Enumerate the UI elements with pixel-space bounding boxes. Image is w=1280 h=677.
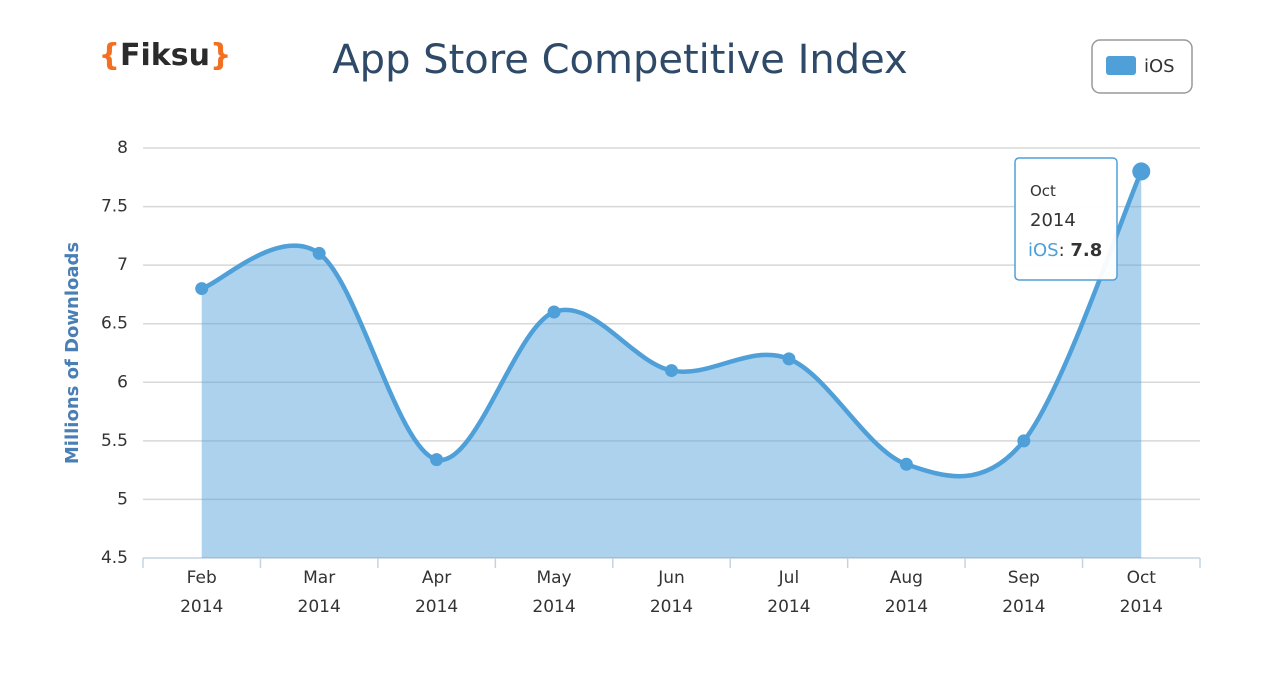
x-tick-label: Jul 2014: [767, 568, 810, 617]
x-tick-label: Aug 2014: [885, 568, 928, 617]
y-tick-label: 6.5: [101, 314, 128, 334]
point[interactable]: [665, 364, 678, 378]
point[interactable]: [312, 246, 326, 260]
y-tick-label: 7: [117, 255, 128, 275]
logo: {Fiksu}: [99, 38, 232, 73]
y-tick-label: 4.5: [101, 548, 128, 568]
x-tick-label: Oct 2014: [1120, 568, 1163, 617]
x-tick-label: Feb 2014: [180, 568, 223, 617]
y-tick-label: 6: [117, 372, 128, 392]
chart-title: App Store Competitive Index: [332, 37, 907, 83]
point[interactable]: [1017, 434, 1031, 448]
y-tick-label: 5.5: [101, 431, 128, 451]
point[interactable]: [547, 305, 561, 319]
tooltip-box: [1014, 157, 1118, 281]
point[interactable]: [1132, 162, 1151, 181]
tooltip-value-line: iOS: 7.8: [1028, 240, 1102, 261]
x-tick-label: Sep 2014: [1002, 568, 1045, 617]
y-axis-title: Millions of Downloads: [62, 242, 83, 464]
tooltip-value: 7.8: [1070, 240, 1102, 261]
point[interactable]: [782, 352, 796, 366]
tooltip: Oct 2014 iOS: 7.8: [1014, 157, 1118, 281]
tooltip-series: iOS: [1028, 240, 1059, 261]
y-tick-label: 7.5: [101, 197, 128, 217]
legend-box: [1091, 39, 1193, 94]
x-tick-label: Mar 2014: [298, 568, 341, 617]
x-tick-label: May 2014: [532, 568, 575, 617]
x-tick-label: Jun 2014: [650, 568, 693, 617]
point[interactable]: [899, 457, 913, 471]
legend-swatch: [1106, 56, 1136, 75]
y-tick-label: 8: [117, 138, 128, 158]
legend: iOS: [1091, 39, 1193, 94]
legend-label[interactable]: iOS: [1144, 56, 1175, 77]
point[interactable]: [195, 282, 209, 296]
tooltip-category: Oct 2014: [1030, 182, 1076, 232]
point[interactable]: [430, 453, 444, 467]
y-tick-label: 5: [117, 489, 128, 509]
x-tick-label: Apr 2014: [415, 568, 458, 617]
